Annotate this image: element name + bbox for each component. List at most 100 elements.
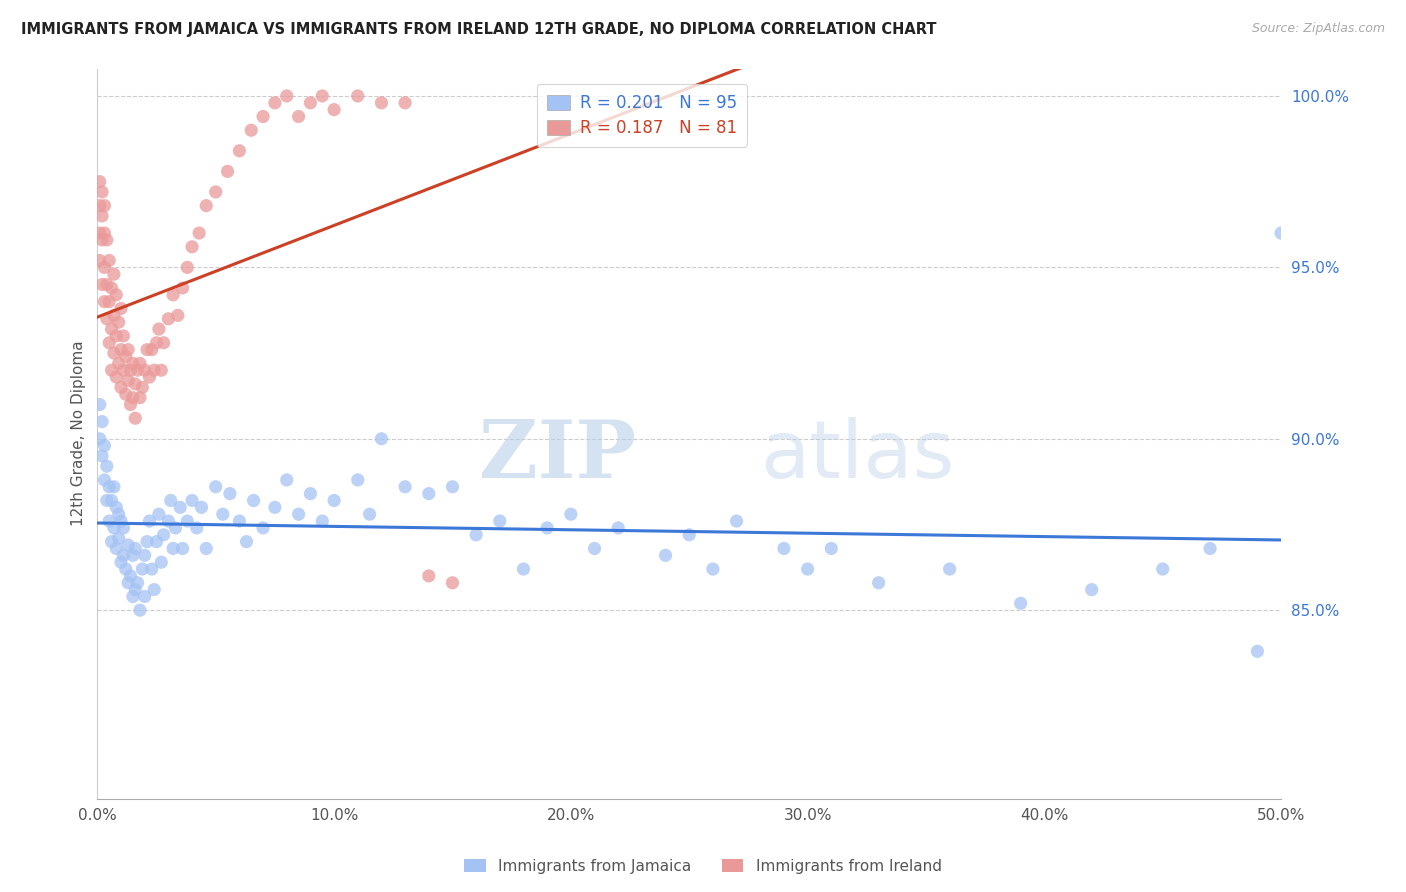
Point bbox=[607, 521, 630, 535]
Point bbox=[1010, 596, 1032, 610]
Point bbox=[868, 575, 890, 590]
Point bbox=[110, 514, 132, 528]
Point bbox=[105, 541, 128, 556]
Point bbox=[166, 309, 188, 323]
Text: Source: ZipAtlas.com: Source: ZipAtlas.com bbox=[1251, 22, 1385, 36]
Point bbox=[121, 391, 143, 405]
Point bbox=[91, 449, 114, 463]
Point bbox=[93, 199, 115, 213]
Point bbox=[228, 514, 250, 528]
Point bbox=[299, 486, 322, 500]
Point bbox=[276, 89, 298, 103]
Point bbox=[264, 95, 287, 110]
Point bbox=[1152, 562, 1174, 576]
Point bbox=[240, 123, 263, 137]
Point bbox=[89, 175, 111, 189]
Point bbox=[512, 562, 534, 576]
Point bbox=[1246, 644, 1268, 658]
Point bbox=[938, 562, 960, 576]
Point bbox=[121, 549, 143, 563]
Point bbox=[127, 363, 149, 377]
Point bbox=[120, 397, 142, 411]
Point bbox=[157, 514, 180, 528]
Point bbox=[211, 507, 233, 521]
Point bbox=[252, 521, 274, 535]
Point bbox=[124, 582, 146, 597]
Point bbox=[112, 363, 135, 377]
Point bbox=[110, 555, 132, 569]
Point bbox=[91, 233, 114, 247]
Text: IMMIGRANTS FROM JAMAICA VS IMMIGRANTS FROM IRELAND 12TH GRADE, NO DIPLOMA CORREL: IMMIGRANTS FROM JAMAICA VS IMMIGRANTS FR… bbox=[21, 22, 936, 37]
Point bbox=[110, 343, 132, 357]
Point bbox=[121, 356, 143, 370]
Point bbox=[418, 486, 440, 500]
Point bbox=[287, 110, 309, 124]
Point bbox=[162, 287, 184, 301]
Text: ZIP: ZIP bbox=[479, 417, 636, 494]
Point bbox=[105, 287, 128, 301]
Point bbox=[252, 110, 274, 124]
Point bbox=[103, 521, 125, 535]
Point bbox=[114, 350, 136, 364]
Point bbox=[394, 480, 416, 494]
Point bbox=[98, 253, 121, 268]
Point bbox=[98, 294, 121, 309]
Point bbox=[138, 514, 160, 528]
Point bbox=[165, 521, 187, 535]
Point bbox=[114, 387, 136, 401]
Point bbox=[89, 199, 111, 213]
Point bbox=[172, 541, 194, 556]
Point bbox=[98, 335, 121, 350]
Point bbox=[120, 363, 142, 377]
Text: atlas: atlas bbox=[761, 417, 955, 494]
Point bbox=[181, 493, 204, 508]
Point bbox=[150, 363, 173, 377]
Point bbox=[103, 309, 125, 323]
Point bbox=[107, 531, 129, 545]
Point bbox=[204, 185, 226, 199]
Point bbox=[117, 538, 139, 552]
Point bbox=[796, 562, 818, 576]
Point bbox=[124, 541, 146, 556]
Point bbox=[148, 507, 170, 521]
Point bbox=[188, 226, 211, 240]
Point bbox=[219, 486, 242, 500]
Point bbox=[148, 322, 170, 336]
Point bbox=[110, 301, 132, 316]
Point bbox=[583, 541, 606, 556]
Point bbox=[96, 459, 118, 474]
Point bbox=[89, 432, 111, 446]
Point bbox=[654, 549, 676, 563]
Point bbox=[370, 432, 392, 446]
Point bbox=[162, 541, 184, 556]
Point bbox=[129, 356, 152, 370]
Point bbox=[195, 541, 218, 556]
Point bbox=[93, 294, 115, 309]
Point bbox=[107, 507, 129, 521]
Y-axis label: 12th Grade, No Diploma: 12th Grade, No Diploma bbox=[72, 341, 86, 526]
Point bbox=[418, 569, 440, 583]
Point bbox=[150, 555, 173, 569]
Point bbox=[181, 240, 204, 254]
Point bbox=[186, 521, 208, 535]
Point bbox=[145, 335, 167, 350]
Legend: Immigrants from Jamaica, Immigrants from Ireland: Immigrants from Jamaica, Immigrants from… bbox=[458, 853, 948, 880]
Point bbox=[441, 480, 464, 494]
Point bbox=[100, 322, 122, 336]
Point bbox=[120, 569, 142, 583]
Point bbox=[145, 534, 167, 549]
Point bbox=[134, 549, 156, 563]
Point bbox=[228, 144, 250, 158]
Point bbox=[112, 329, 135, 343]
Point bbox=[488, 514, 510, 528]
Point bbox=[176, 260, 198, 275]
Point bbox=[105, 500, 128, 515]
Point bbox=[702, 562, 724, 576]
Point bbox=[96, 311, 118, 326]
Point bbox=[725, 514, 748, 528]
Point bbox=[114, 562, 136, 576]
Point bbox=[299, 95, 322, 110]
Point bbox=[131, 380, 153, 394]
Point bbox=[110, 380, 132, 394]
Point bbox=[103, 480, 125, 494]
